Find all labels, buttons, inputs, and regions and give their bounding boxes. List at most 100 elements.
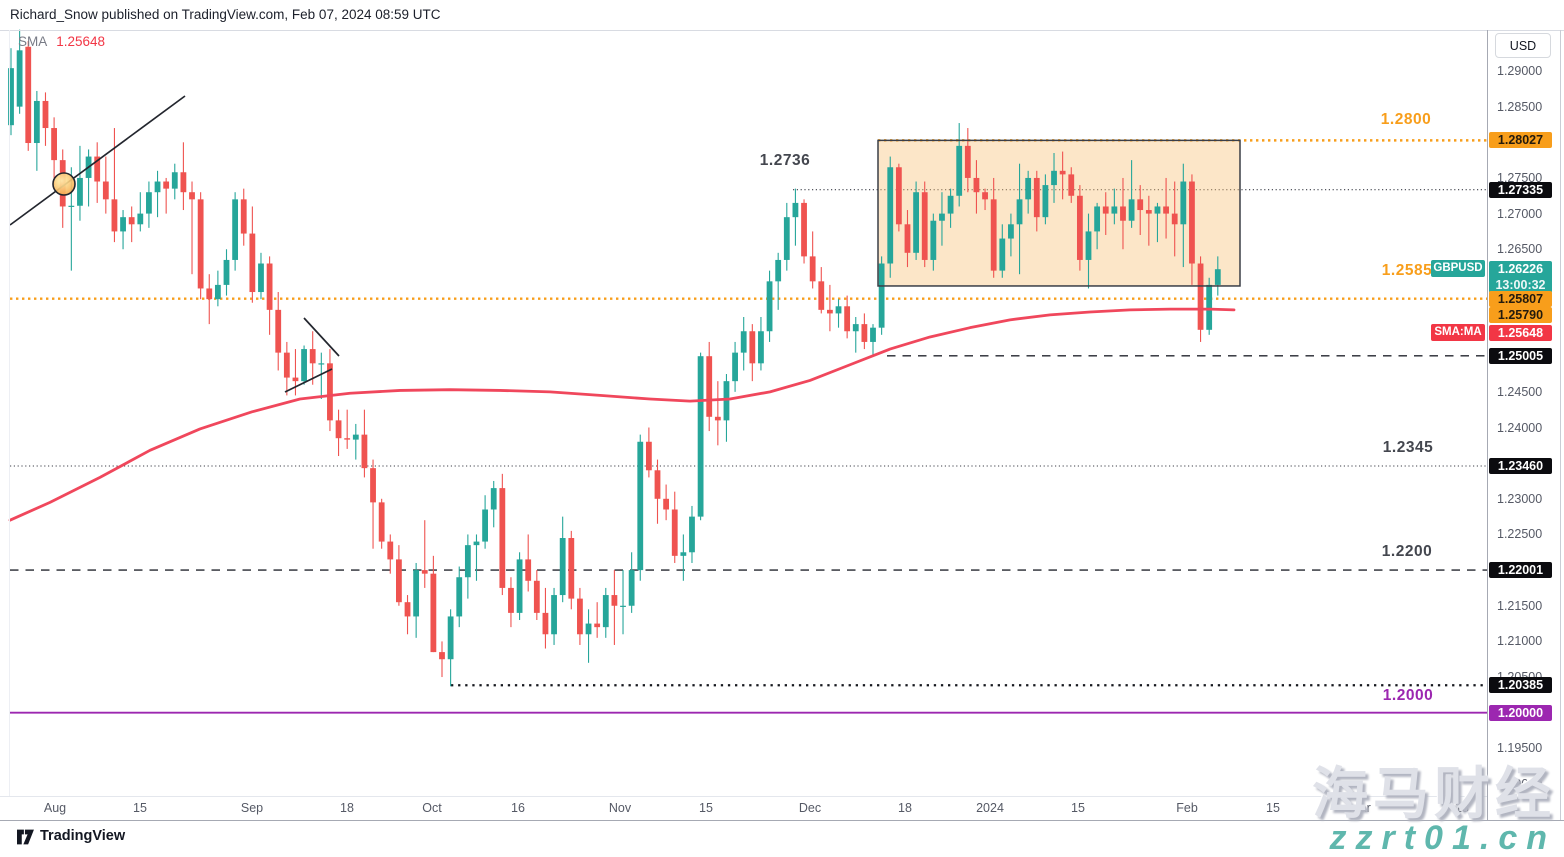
candle	[292, 377, 299, 382]
candle	[137, 213, 144, 225]
candle	[1145, 210, 1152, 214]
price-tick: 1.22500	[1497, 527, 1543, 542]
trendline-3[interactable]	[284, 368, 333, 393]
trendline-2[interactable]	[303, 317, 340, 357]
candle	[887, 167, 894, 264]
tradingview-brand-text[interactable]: TradingView	[40, 828, 126, 844]
candle	[1008, 224, 1014, 239]
candle	[456, 577, 463, 617]
candle	[370, 468, 376, 503]
candle	[861, 324, 868, 342]
candle	[620, 605, 626, 607]
candle	[516, 559, 523, 613]
candle	[551, 595, 557, 635]
price-plate: 1.26226 13:00:32	[1489, 260, 1552, 293]
candle	[120, 217, 126, 232]
candle	[240, 199, 247, 234]
currency-toggle-button[interactable]: USD	[1495, 33, 1551, 58]
candle	[1197, 263, 1204, 330]
candle	[361, 434, 368, 469]
candle	[1102, 206, 1109, 214]
candle	[396, 559, 402, 603]
candle	[189, 192, 195, 200]
price-axis[interactable]: USD 1.29000 1.28500 1.27500 1.27000 1.26500 1…	[1488, 0, 1564, 820]
candle	[102, 181, 109, 200]
candle	[792, 202, 799, 218]
candle	[1033, 177, 1040, 218]
candle	[1154, 206, 1161, 214]
candle	[956, 145, 963, 196]
candle	[654, 470, 661, 499]
candle	[214, 284, 221, 300]
candle	[51, 128, 57, 161]
candle	[430, 573, 437, 653]
candle	[1120, 206, 1126, 221]
countdown-timer: 13:00:32	[1495, 277, 1546, 292]
candle	[921, 192, 928, 260]
candle	[447, 616, 454, 660]
candle	[835, 306, 842, 314]
indicator-name: SMA	[18, 34, 48, 49]
candle	[818, 281, 825, 310]
candle	[611, 595, 618, 606]
indicator-legend[interactable]: SMA 1.25648	[18, 34, 105, 49]
candle	[8, 68, 14, 126]
price-tick: 1.19000	[1497, 777, 1543, 791]
price-tick: 1.21500	[1497, 598, 1543, 613]
candle	[740, 331, 747, 353]
candle	[663, 498, 670, 510]
candle	[344, 438, 351, 440]
footer: TradingView	[0, 821, 1564, 857]
candle	[77, 177, 83, 206]
candle	[275, 309, 282, 353]
candle	[404, 602, 411, 617]
chart-left-border	[9, 30, 10, 796]
sma-line[interactable]	[8, 307, 1236, 522]
time-label: Sep	[240, 801, 264, 815]
price-plate: 1.27335	[1489, 181, 1552, 198]
candle	[482, 509, 488, 542]
candle	[1180, 181, 1187, 225]
candle	[42, 100, 49, 129]
time-axis-border	[0, 796, 1487, 797]
consolidation-box[interactable]	[877, 139, 1241, 287]
candle	[508, 587, 514, 613]
time-label: Nov	[608, 801, 632, 815]
time-label: 18	[340, 801, 354, 815]
candle	[1214, 269, 1221, 285]
candle	[180, 172, 187, 193]
candle	[128, 217, 135, 225]
tradingview-logo-icon[interactable]	[17, 828, 35, 846]
price-tick: 1.27500	[1497, 170, 1543, 185]
candle	[913, 192, 919, 253]
candle	[714, 416, 721, 421]
candle	[1076, 195, 1083, 260]
candle	[895, 167, 902, 225]
candle	[602, 595, 609, 628]
time-axis[interactable]: Aug 15 Sep 18 Oct 16 Nov 15 Dec 18 2024 15 Feb 15 Mar 1…	[0, 796, 1487, 820]
publish-header: Richard_Snow published on TradingView.co…	[10, 7, 441, 22]
frame-right-border	[1560, 30, 1561, 820]
candle	[775, 259, 782, 282]
candle	[585, 623, 592, 635]
candle	[758, 331, 764, 364]
price-plate: 1.25005	[1489, 347, 1552, 364]
candle	[844, 306, 851, 332]
trendline-1[interactable]	[9, 95, 186, 226]
candle	[111, 199, 118, 232]
price-plate: 1.25648	[1489, 324, 1552, 341]
time-label: 18	[1455, 801, 1469, 815]
candle	[801, 202, 807, 257]
candle	[1085, 231, 1092, 260]
candle	[904, 224, 911, 253]
candle	[1171, 213, 1178, 225]
candle	[706, 356, 713, 417]
circle-annotation[interactable]	[52, 172, 76, 196]
candle	[542, 612, 549, 635]
price-plate: 1.20385	[1489, 677, 1552, 694]
candle	[335, 420, 342, 439]
candle	[999, 238, 1006, 271]
candle	[16, 50, 23, 107]
